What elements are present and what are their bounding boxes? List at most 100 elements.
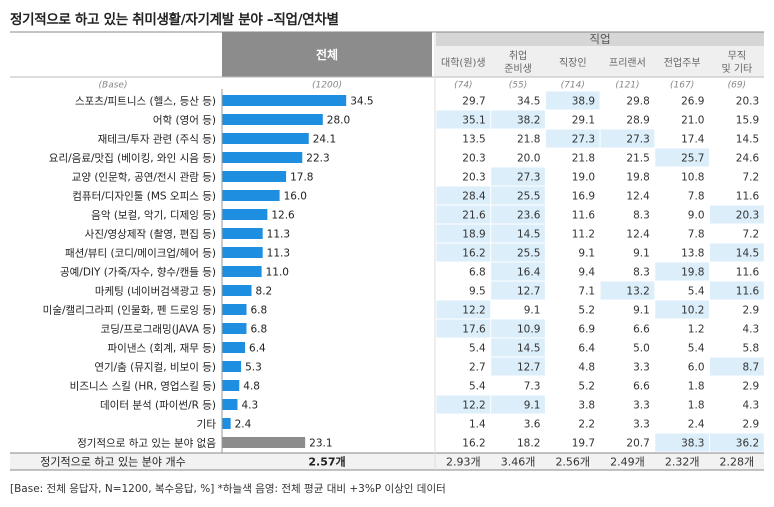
cell-value: 19.0 (572, 172, 595, 184)
cell-value: 2.9 (742, 381, 759, 393)
bar (222, 190, 280, 201)
cell-value: 23.6 (517, 210, 541, 222)
bar-value-label: 23.1 (309, 438, 332, 450)
bar (222, 133, 309, 144)
bar (222, 285, 252, 296)
cell-value: 19.8 (681, 267, 704, 279)
bar (222, 266, 262, 277)
bar (222, 247, 263, 258)
column-header: 직장인 (559, 57, 587, 69)
cell-value: 12.2 (462, 400, 485, 412)
highlight-cell (436, 243, 491, 262)
cell-value: 11.6 (736, 267, 760, 279)
highlight-cell (436, 395, 491, 414)
cell-value: 25.5 (517, 248, 540, 260)
cell-value: 9.1 (633, 248, 650, 260)
cell-value: 2.2 (578, 419, 595, 431)
cell-value: 20.3 (736, 210, 759, 222)
bar (222, 323, 247, 334)
cell-value: 13.5 (462, 134, 485, 146)
cell-value: 16.2 (462, 248, 485, 260)
column-header: 및 기타 (721, 63, 752, 75)
bar-value-label: 6.8 (250, 324, 267, 336)
cell-value: 18.9 (462, 229, 485, 241)
bar-value-label: 11.3 (267, 248, 290, 260)
cell-value: 11.6 (572, 210, 596, 222)
highlight-cell (436, 110, 491, 129)
summary-value: 2.28개 (720, 456, 755, 469)
column-header: 준비생 (504, 63, 532, 75)
highlight-cell (710, 281, 764, 300)
column-header: 취업 (509, 49, 527, 62)
cell-value: 9.0 (688, 210, 705, 222)
cell-value: 6.8 (469, 267, 486, 279)
cell-value: 3.3 (633, 419, 650, 431)
cell-value: 20.0 (517, 153, 540, 165)
cell-value: 11.2 (572, 229, 595, 241)
row-label: 사진/영상제작 (촬영, 편집 등) (85, 228, 216, 241)
highlight-cell (655, 433, 709, 452)
cell-value: 17.4 (681, 134, 705, 146)
row-label: 연기/춤 (뮤지컬, 비보이 등) (94, 361, 216, 374)
cell-value: 8.7 (742, 362, 759, 374)
cell-value: 7.3 (524, 381, 541, 393)
cell-value: 29.1 (572, 115, 595, 127)
cell-value: 5.4 (688, 286, 705, 298)
base-label: (Base) (99, 81, 128, 91)
summary-bg (10, 453, 764, 470)
bar-value-label: 6.4 (249, 343, 266, 355)
cell-value: 9.1 (524, 305, 541, 317)
cell-value: 2.9 (742, 305, 759, 317)
row-label: 컴퓨터/디자인툴 (MS 오피스 등) (72, 191, 216, 203)
cell-value: 1.4 (469, 419, 486, 431)
cell-value: 6.6 (633, 324, 650, 336)
bar-value-label: 11.3 (267, 229, 290, 241)
row-label: 재테크/투자 관련 (주식 등) (98, 134, 216, 146)
highlight-cell (545, 91, 600, 110)
cell-value: 26.9 (681, 96, 704, 108)
footnote: [Base: 전체 응답자, N=1200, 복수응답, %] *하늘색 음영:… (10, 483, 446, 495)
highlight-cell (491, 338, 545, 357)
cell-value: 7.2 (742, 172, 759, 184)
highlight-cell (600, 129, 655, 148)
cell-value: 19.7 (572, 438, 595, 450)
cell-value: 2.4 (688, 419, 705, 431)
bar-value-label: 4.3 (241, 400, 258, 412)
bar (222, 304, 247, 315)
row-label: 음악 (보컬, 악기, 디제잉 등) (91, 209, 216, 222)
row-label: 정기적으로 하고 있는 분야 없음 (77, 437, 216, 450)
cell-value: 6.0 (688, 362, 705, 374)
cell-value: 9.1 (633, 305, 650, 317)
cell-value: 21.6 (462, 210, 486, 222)
cell-value: 19.8 (626, 172, 649, 184)
highlight-cell (436, 300, 491, 319)
highlight-cell (655, 148, 709, 167)
cell-value: 27.3 (517, 172, 540, 184)
cell-value: 38.2 (517, 115, 540, 127)
cell-value: 13.8 (681, 248, 704, 260)
highlight-cell (491, 224, 545, 243)
column-header: 프리랜서 (609, 57, 646, 69)
header-total-bg (222, 32, 432, 77)
cell-value: 8.3 (633, 210, 650, 222)
bar-value-label: 2.4 (235, 419, 252, 431)
bar (222, 399, 238, 410)
cell-value: 38.9 (572, 96, 595, 108)
summary-total: 2.57개 (308, 455, 345, 469)
cell-value: 4.3 (742, 400, 759, 412)
highlight-cell (491, 243, 545, 262)
cell-value: 8.3 (633, 267, 650, 279)
highlight-cell (436, 224, 491, 243)
cell-value: 16.4 (517, 267, 541, 279)
summary-label: 정기적으로 하고 있는 분야 개수 (40, 455, 186, 469)
cell-value: 3.3 (633, 362, 650, 374)
column-base: (55) (509, 81, 527, 91)
bar-value-label: 8.2 (256, 286, 273, 298)
cell-value: 11.6 (736, 286, 760, 298)
bar (222, 380, 240, 391)
cell-value: 25.5 (517, 191, 540, 203)
highlight-cell (436, 186, 491, 205)
cell-value: 10.8 (681, 172, 704, 184)
header-total-label: 전체 (316, 47, 338, 62)
